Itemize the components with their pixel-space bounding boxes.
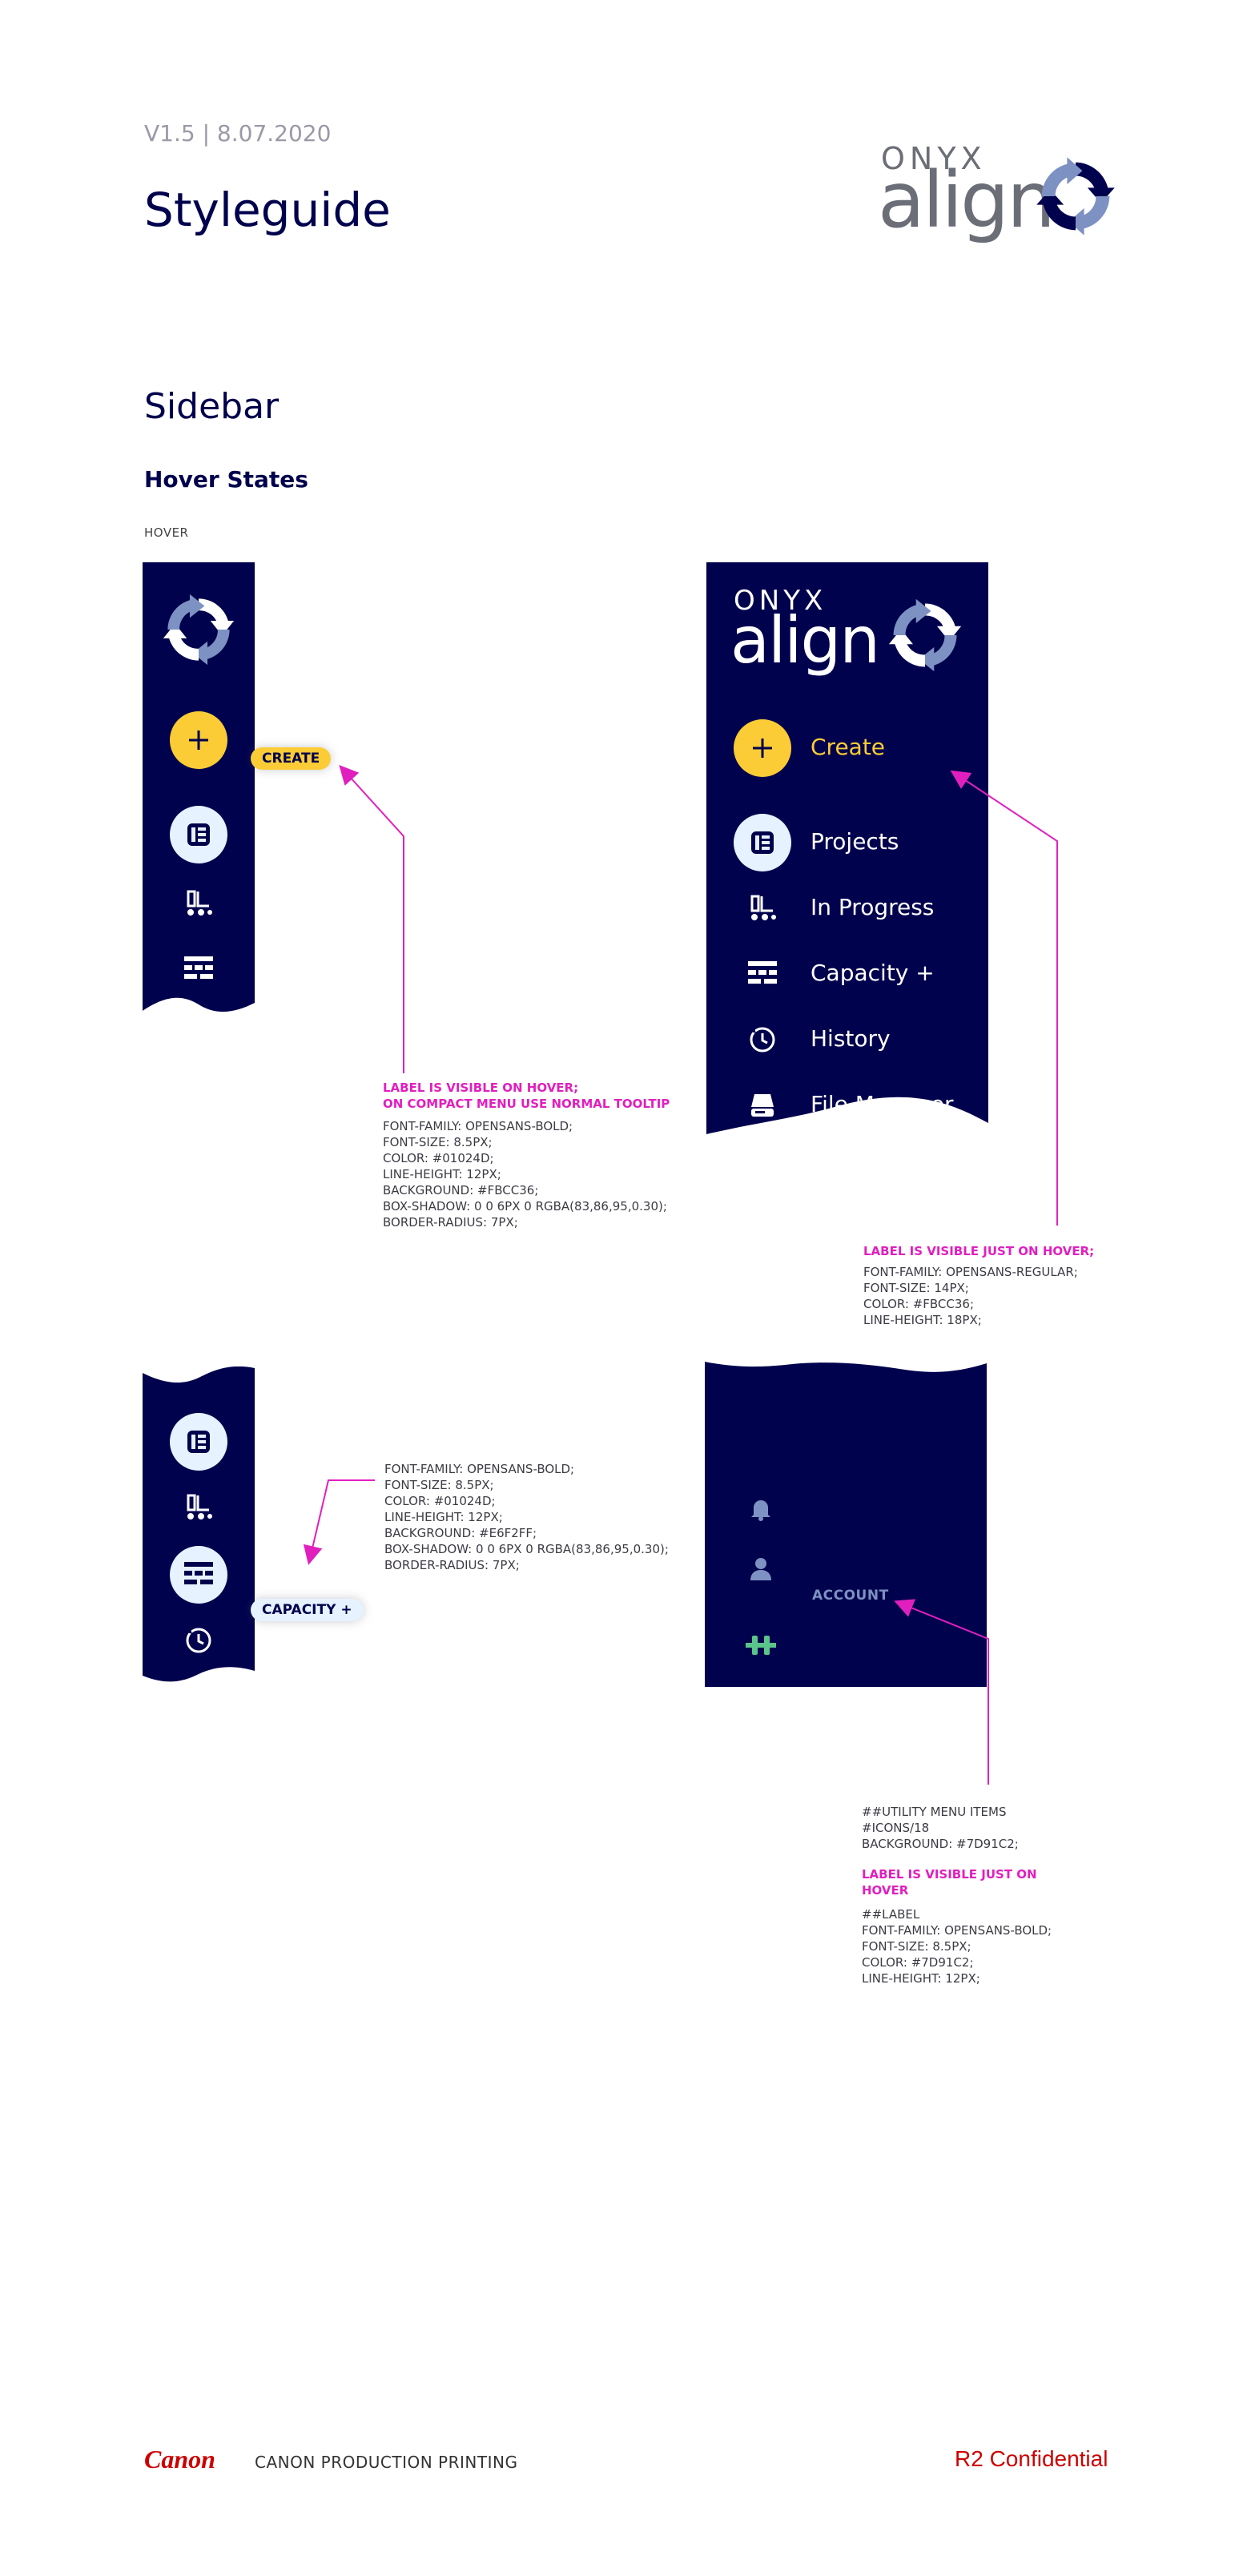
nav-label-create: Create bbox=[811, 734, 886, 760]
projects-button-bottom[interactable] bbox=[170, 1413, 227, 1471]
history-icon bbox=[750, 1027, 775, 1053]
in-progress-icon bbox=[187, 890, 212, 916]
in-progress-icon bbox=[187, 1494, 212, 1519]
panel-wave-edge bbox=[143, 1667, 255, 1685]
sidebar-logo-cycle-icon bbox=[888, 598, 962, 672]
utility-panel bbox=[705, 1358, 987, 1687]
nav-item-projects[interactable]: Projects bbox=[706, 814, 988, 871]
nav-item-capacity[interactable]: Capacity + bbox=[706, 945, 988, 1003]
create-button[interactable] bbox=[170, 711, 227, 769]
file-manager-icon-wrap bbox=[734, 1077, 791, 1134]
capacity-button[interactable] bbox=[170, 940, 227, 998]
note-expanded-specs: FONT-FAMILY: OPENSANS-REGULAR; FONT-SIZE… bbox=[863, 1265, 1078, 1327]
note-create-specs: FONT-FAMILY: OPENSANS-BOLD; FONT-SIZE: 8… bbox=[383, 1119, 667, 1230]
projects-icon bbox=[751, 831, 774, 854]
panel-wave-edge bbox=[143, 997, 255, 1019]
in-progress-icon-wrap bbox=[734, 879, 791, 937]
projects-icon bbox=[187, 1431, 210, 1453]
panel-wave-edge bbox=[706, 1097, 988, 1139]
sidebar-logo-onyx: ONYX bbox=[734, 585, 827, 617]
account-icon-wrap bbox=[745, 1552, 777, 1584]
create-tooltip: CREATE bbox=[251, 747, 332, 770]
nav-item-create[interactable]: Create bbox=[706, 719, 988, 777]
plus-icon bbox=[753, 739, 772, 758]
company-name: CANON PRODUCTION PRINTING bbox=[255, 2453, 518, 2472]
note-capacity-specs: FONT-FAMILY: OPENSANS-BOLD; FONT-SIZE: 8… bbox=[384, 1462, 669, 1572]
panel-wave-top bbox=[705, 1358, 987, 1372]
arrow-account bbox=[894, 1599, 989, 1785]
nav-item-history[interactable]: History bbox=[706, 1011, 988, 1069]
projects-icon bbox=[187, 823, 210, 846]
note-utility-pink: LABEL IS VISIBLE JUST ON HOVER bbox=[862, 1867, 1037, 1898]
arrow-capacity bbox=[303, 1479, 375, 1565]
sidebar-logo-icon bbox=[163, 594, 235, 666]
logo-align-text: align bbox=[878, 155, 1056, 245]
logo-cycle-icon bbox=[1036, 157, 1115, 235]
capacity-button-hover[interactable] bbox=[170, 1546, 227, 1604]
compact-sidebar-top bbox=[143, 562, 255, 1019]
in-progress-button-bottom[interactable] bbox=[170, 1479, 227, 1536]
history-button-bottom[interactable] bbox=[170, 1612, 227, 1669]
nav-label-history: History bbox=[811, 1025, 891, 1052]
compact-sidebar-bottom bbox=[143, 1365, 255, 1685]
connection-status[interactable] bbox=[742, 1629, 780, 1661]
canon-logo: Canon bbox=[144, 2445, 215, 2473]
account-item[interactable] bbox=[737, 1549, 937, 1589]
state-caption: HOVER bbox=[144, 525, 189, 540]
arrow-expanded-create bbox=[950, 770, 1058, 1226]
projects-button[interactable] bbox=[170, 806, 227, 863]
confidentiality-label: R2 Confidential bbox=[955, 2446, 1108, 2471]
nav-label-capacity: Capacity + bbox=[811, 960, 935, 986]
in-progress-icon bbox=[750, 895, 776, 920]
logo-onyx-text: ONYX bbox=[881, 141, 987, 176]
file-manager-icon bbox=[751, 1094, 774, 1117]
onyx-align-logo: ONYX align bbox=[878, 141, 1121, 245]
nav-label-in-progress: In Progress bbox=[811, 894, 935, 920]
bell-icon bbox=[751, 1500, 770, 1521]
create-button-expanded[interactable] bbox=[734, 719, 791, 777]
sidebar-logo-align: align bbox=[730, 603, 880, 678]
projects-button-expanded bbox=[734, 814, 791, 871]
plug-icon bbox=[746, 1636, 776, 1655]
history-icon bbox=[186, 1628, 211, 1653]
plus-icon bbox=[189, 731, 208, 750]
subsection-title: Hover States bbox=[144, 466, 308, 493]
history-icon-wrap bbox=[734, 1011, 791, 1069]
version-date: V1.5 | 8.07.2020 bbox=[144, 120, 332, 147]
user-icon bbox=[750, 1558, 771, 1580]
note-utility-label-specs: ##LABEL FONT-FAMILY: OPENSANS-BOLD; FONT… bbox=[862, 1907, 1052, 1986]
section-title: Sidebar bbox=[144, 386, 280, 427]
account-label: ACCOUNT bbox=[812, 1588, 889, 1604]
expanded-sidebar: ONYX align Create Projects In Progress C… bbox=[706, 562, 988, 1139]
in-progress-button[interactable] bbox=[170, 875, 227, 932]
notifications-button[interactable] bbox=[745, 1493, 777, 1525]
capacity-tooltip: CAPACITY + bbox=[251, 1599, 364, 1621]
nav-label-projects: Projects bbox=[811, 828, 899, 855]
note-utility-specs: ##UTILITY MENU ITEMS #ICONS/18 BACKGROUN… bbox=[862, 1805, 1019, 1851]
note-expanded-pink: LABEL IS VISIBLE JUST ON HOVER; bbox=[863, 1244, 1095, 1258]
panel-wave-top bbox=[143, 1365, 255, 1383]
capacity-icon bbox=[748, 961, 777, 984]
page-title: Styleguide bbox=[144, 183, 391, 237]
nav-item-in-progress[interactable]: In Progress bbox=[706, 879, 988, 937]
capacity-icon bbox=[184, 1562, 213, 1584]
capacity-icon bbox=[184, 956, 213, 979]
arrow-create bbox=[339, 765, 404, 1073]
capacity-icon-wrap bbox=[734, 945, 791, 1003]
note-create-pink: LABEL IS VISIBLE ON HOVER; ON COMPACT ME… bbox=[383, 1081, 670, 1111]
